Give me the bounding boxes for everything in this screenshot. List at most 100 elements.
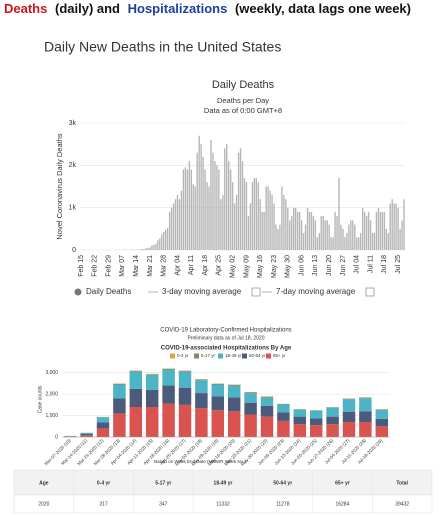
bar xyxy=(271,194,273,250)
bar xyxy=(147,247,149,250)
bar xyxy=(324,220,326,250)
bar xyxy=(267,186,269,250)
x-tick-label: Jun 27 xyxy=(340,255,347,276)
inner-title: COVID-19-associated Hospitalizations By … xyxy=(161,346,292,352)
bar-segment xyxy=(342,398,356,400)
bar-segment xyxy=(195,408,208,437)
bar xyxy=(224,148,226,250)
y-tick-label: 2,000 xyxy=(45,391,58,397)
bar xyxy=(190,169,192,250)
bar-segment xyxy=(277,420,290,437)
bar-segment xyxy=(309,410,323,419)
bar xyxy=(263,211,265,250)
bar xyxy=(139,249,141,250)
bar xyxy=(281,186,283,250)
bar-segment xyxy=(260,416,274,437)
bar xyxy=(383,211,386,250)
bar-segment xyxy=(277,404,290,413)
bar-segment xyxy=(227,385,241,398)
bar-segment xyxy=(113,384,126,399)
table-cell: 317 xyxy=(99,501,108,507)
bar-segment xyxy=(309,418,323,426)
bar xyxy=(235,194,238,250)
table-header-cell: Age xyxy=(39,480,49,486)
bar-segment xyxy=(227,384,241,386)
bar xyxy=(159,238,161,250)
table-row-bg xyxy=(13,494,433,514)
y-tick-label: 3k xyxy=(69,120,77,127)
bar xyxy=(346,233,348,250)
x-tick-label: Apr 04 xyxy=(174,255,181,276)
bar xyxy=(367,211,370,250)
bar xyxy=(218,169,220,250)
bar xyxy=(184,167,187,250)
x-tick-label: Feb 15 xyxy=(78,255,85,277)
bar xyxy=(294,207,297,250)
bar-segment xyxy=(80,435,93,437)
table-cell: 11278 xyxy=(276,501,290,507)
bar-segment xyxy=(162,368,175,370)
bar-segment xyxy=(145,407,159,437)
table-header-cell: 0-4 yr xyxy=(97,480,110,486)
bar-segment xyxy=(145,374,159,375)
bar xyxy=(166,227,169,250)
bar xyxy=(296,211,299,250)
bar xyxy=(231,182,234,250)
bar xyxy=(204,169,206,250)
bar xyxy=(298,211,301,250)
y-tick-label: 0 xyxy=(72,247,76,254)
bar-segment xyxy=(227,411,241,437)
bar xyxy=(145,248,147,250)
bar xyxy=(265,186,267,250)
bar xyxy=(261,211,263,250)
bar xyxy=(356,237,358,250)
bar xyxy=(228,161,230,250)
y-tick-label: 0 xyxy=(55,434,58,440)
bar-segment xyxy=(293,424,307,437)
bar xyxy=(399,228,401,250)
bar xyxy=(304,224,307,250)
bar xyxy=(151,245,153,250)
bar xyxy=(206,182,208,250)
x-tick-label: Mar-07-2020 (10) xyxy=(43,438,72,467)
bar xyxy=(229,169,232,250)
bar xyxy=(245,182,248,250)
bar xyxy=(176,194,179,250)
x-tick-label: Jul 11 xyxy=(367,255,374,273)
bar xyxy=(143,248,145,250)
bar-segment xyxy=(96,428,110,437)
bar-segment xyxy=(178,371,192,388)
legend-swatch xyxy=(242,353,247,359)
bar xyxy=(310,211,313,250)
x-tick-label: May 09 xyxy=(243,255,250,278)
chart-title: COVID-19 Laboratory-Confirmed Hospitaliz… xyxy=(160,328,291,334)
bar xyxy=(318,233,321,250)
bar-segment xyxy=(342,422,356,437)
y-axis-label: Case counts xyxy=(37,385,43,413)
x-tick-label: Feb 29 xyxy=(105,255,112,277)
bar xyxy=(273,203,275,250)
bar xyxy=(200,144,202,250)
bar-segment xyxy=(178,387,192,405)
bar-segment xyxy=(326,424,339,437)
x-tick-label: Mar 28 xyxy=(161,255,168,277)
bar-segment xyxy=(244,392,257,394)
x-tick-label: Mar 07 xyxy=(119,255,126,277)
bar xyxy=(373,233,376,250)
bar xyxy=(259,199,261,250)
bar xyxy=(196,152,198,250)
bar xyxy=(316,237,319,250)
bar xyxy=(155,243,157,250)
x-tick-label: Mar 14 xyxy=(133,255,140,277)
bar xyxy=(141,249,143,250)
bar xyxy=(237,152,240,250)
bar-segment xyxy=(129,407,143,437)
bar xyxy=(365,216,368,250)
y-axis-label: Novel Coronavirus Daily Deaths xyxy=(55,133,64,240)
bar-segment xyxy=(375,426,389,437)
bar-segment xyxy=(80,434,93,436)
x-tick-label: Apr 18 xyxy=(202,255,209,276)
title-part: Hospitalizations xyxy=(128,1,228,16)
